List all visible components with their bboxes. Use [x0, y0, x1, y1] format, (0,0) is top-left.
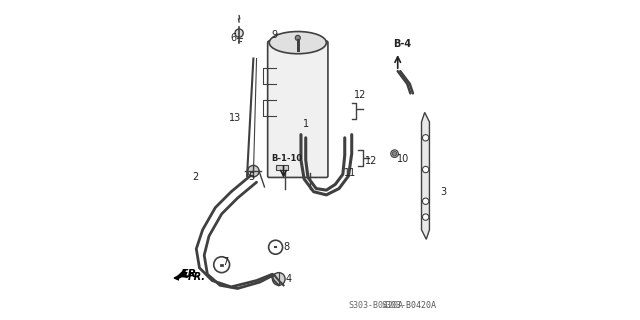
Circle shape [273, 273, 285, 285]
Circle shape [422, 214, 429, 220]
Ellipse shape [269, 32, 326, 54]
Circle shape [422, 166, 429, 173]
Text: 8: 8 [284, 242, 290, 252]
Text: 13: 13 [229, 113, 241, 123]
Text: B-4: B-4 [394, 39, 412, 49]
Polygon shape [174, 274, 186, 280]
Text: 5: 5 [249, 172, 255, 182]
Text: B-1-10: B-1-10 [271, 154, 302, 163]
Text: 7: 7 [221, 257, 228, 267]
Text: 3: 3 [441, 187, 447, 197]
Text: 10: 10 [397, 154, 409, 164]
Bar [276, 165, 288, 171]
FancyBboxPatch shape [268, 41, 328, 178]
Text: FR.: FR. [181, 269, 202, 279]
Text: 9: 9 [271, 30, 277, 40]
Text: S303-B0420A: S303-B0420A [349, 301, 404, 310]
Polygon shape [422, 112, 429, 239]
Text: 1: 1 [303, 118, 308, 129]
Text: 4: 4 [285, 274, 291, 284]
Text: 6: 6 [230, 33, 237, 43]
Circle shape [391, 150, 398, 157]
Text: S303-B0420A: S303-B0420A [381, 301, 436, 310]
Text: 12: 12 [365, 156, 377, 166]
Text: FR.: FR. [188, 272, 205, 282]
Circle shape [295, 35, 300, 40]
Circle shape [422, 135, 429, 141]
Circle shape [248, 165, 259, 177]
Text: 11: 11 [344, 168, 356, 178]
Circle shape [235, 29, 243, 37]
Circle shape [392, 151, 397, 156]
Text: 12: 12 [353, 90, 366, 100]
Circle shape [422, 198, 429, 204]
Text: 2: 2 [193, 172, 199, 182]
